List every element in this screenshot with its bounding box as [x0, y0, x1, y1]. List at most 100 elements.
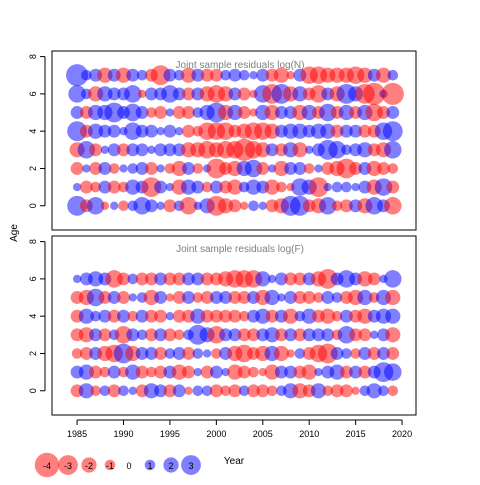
bubble-f-age4-2010	[301, 308, 317, 324]
bubble-n-age0-1995	[163, 199, 177, 213]
bubble-f-age0-1994	[154, 384, 168, 398]
bubble-n-age6-1985	[68, 85, 86, 103]
bubble-f-age0-1988	[99, 385, 111, 397]
bubble-f-age3-1992	[136, 329, 148, 341]
legend-bubble--1	[104, 459, 116, 471]
bubble-f-age3-2012	[321, 328, 335, 342]
bubble-f-age0-1987	[90, 385, 101, 397]
bubble-f-age0-2003	[238, 385, 250, 397]
bubble-f-age5-2010	[302, 291, 316, 304]
bubble-n-age3-2014	[341, 144, 352, 156]
bubble-f-age3-2017	[370, 330, 379, 339]
bubble-n-age1-1994	[154, 180, 168, 194]
bubble-n-age1-2013	[331, 181, 343, 193]
y-tick-label-n-2: 2	[28, 166, 38, 171]
bubble-f-age6-2014	[337, 270, 356, 288]
bubble-n-age7-2004	[249, 71, 258, 80]
bubble-f-age4-2013	[331, 310, 343, 322]
bubble-n-age2-2017	[366, 160, 382, 177]
panel-title-log-f: Joint sample residuals log(F)	[176, 244, 304, 255]
bubble-n-age4-1995	[163, 124, 177, 138]
bubble-n-age4-1997	[182, 124, 195, 138]
bubble-n-age7-2003	[238, 69, 250, 81]
bubble-f-age4-2014	[339, 309, 353, 323]
y-tick-label-f-8: 8	[28, 239, 38, 244]
bubble-n-age2-2018	[377, 162, 390, 175]
bubble-f-age1-1998	[193, 367, 202, 377]
bubble-f-age5-2007	[277, 293, 286, 302]
legend-label-3: 3	[188, 461, 193, 471]
bubble-f-age6-1985	[72, 274, 82, 284]
bubble-n-age1-2019	[386, 180, 400, 194]
bubble-f-age0-1996	[172, 384, 186, 398]
bubble-f-age5-1997	[182, 291, 195, 304]
bubble-f-age2-1991	[125, 345, 141, 362]
bubble-n-age6-1995	[161, 85, 179, 103]
bubble-n-age3-1988	[100, 145, 110, 154]
legend-bubble-2	[163, 457, 179, 473]
bubble-f-age1-1991	[125, 364, 141, 380]
bubble-n-age5-2002	[227, 104, 243, 121]
bubble-f-age5-1995	[165, 293, 175, 302]
bubble-n-age2-1989	[108, 163, 120, 174]
bubble-n-age1-2006	[264, 179, 280, 195]
bubble-f-age0-1993	[143, 383, 159, 399]
bubble-f-age4-1995	[165, 312, 175, 321]
bubble-n-age7-2018	[375, 67, 392, 83]
bubble-n-age5-2014	[338, 104, 354, 121]
legend-label-1: 1	[147, 461, 152, 471]
bubble-f-age4-1993	[144, 309, 158, 323]
bubble-n-age5-1991	[124, 103, 142, 122]
y-tick-label-f-0: 0	[28, 388, 38, 393]
bubble-f-age1-2019	[384, 363, 402, 381]
y-tick-label-f-2: 2	[28, 351, 38, 356]
bubble-n-age7-2008	[286, 71, 295, 80]
y-tick-label-n-8: 8	[28, 54, 38, 59]
bubble-f-age3-2007	[274, 328, 288, 342]
panel-title-log-n: Joint sample residuals log(N)	[176, 60, 305, 71]
bubble-n-age4-2014	[339, 124, 353, 138]
bubble-n-age0-2014	[339, 199, 353, 213]
bubble-n-age2-2007	[273, 160, 289, 177]
panel-frame-bottom	[51, 235, 417, 416]
bubble-n-age4-2012	[320, 123, 336, 139]
x-tick-label-1985: 1985	[67, 429, 87, 439]
bubble-n-age3-2016	[357, 142, 373, 158]
bubble-n-age7-1988	[97, 67, 113, 83]
bubble-n-age6-1992	[137, 89, 147, 99]
bubble-n-age6-1996	[172, 87, 186, 101]
x-tick-label-1995: 1995	[160, 429, 180, 439]
bubble-f-age1-1989	[107, 365, 121, 379]
bubble-f-age4-2001	[219, 309, 233, 323]
bubble-f-age5-1994	[154, 291, 168, 304]
bubble-n-age7-1997	[180, 67, 197, 83]
bubble-f-age6-1993	[144, 272, 158, 286]
bubble-n-age1-1987	[90, 181, 101, 193]
bubble-f-age3-2008	[284, 328, 298, 342]
bubble-f-age0-1986	[78, 383, 94, 399]
bubble-f-age3-1993	[144, 328, 158, 342]
bubble-n-age4-1992	[135, 124, 149, 138]
bubble-f-age2-2007	[273, 345, 289, 362]
bubble-n-age6-2017	[363, 82, 386, 105]
bubble-n-age0-2003	[240, 201, 249, 210]
bubble-n-age1-1989	[107, 180, 121, 194]
bubble-n-age3-1989	[107, 143, 121, 157]
bubble-n-age0-1989	[110, 201, 119, 210]
bubble-f-age2-2003	[235, 344, 253, 363]
bubble-f-age2-2016	[358, 347, 372, 360]
bubble-f-age3-2002	[228, 328, 242, 342]
bubble-n-age0-2005	[258, 201, 267, 210]
bubble-f-age3-2006	[264, 327, 280, 343]
bubble-f-age3-2019	[385, 327, 401, 343]
y-axis-bottom: 0 2 4 6 8	[28, 239, 46, 393]
bubble-f-age5-2003	[237, 291, 251, 304]
bubble-f-age5-2011	[313, 292, 324, 303]
bubble-n-age1-1985	[72, 182, 82, 192]
bubble-n-age2-2010	[303, 163, 315, 174]
bubble-n-age2-1997	[182, 162, 195, 175]
bubble-n-age6-1993	[144, 87, 158, 101]
bubble-f-age2-1997	[182, 347, 195, 360]
legend-label--3: -3	[64, 461, 72, 471]
